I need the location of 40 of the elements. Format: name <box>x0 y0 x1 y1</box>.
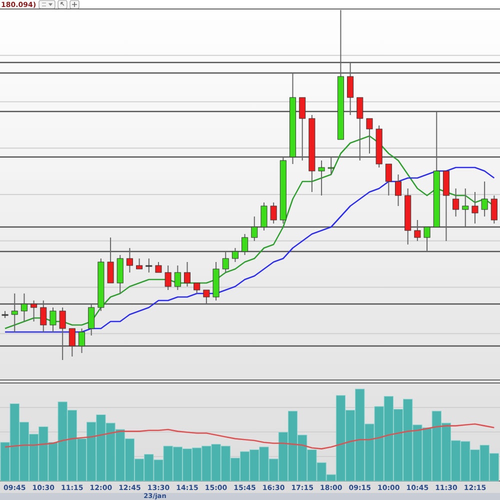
candlestick <box>328 156 334 175</box>
candlestick <box>164 265 172 290</box>
candlestick <box>242 234 248 256</box>
candlestick <box>347 62 354 116</box>
candlestick <box>88 304 95 336</box>
candlestick <box>251 216 258 242</box>
candlestick <box>136 258 143 270</box>
candlestick <box>318 160 325 196</box>
candlestick <box>78 328 86 354</box>
candlestick <box>155 262 162 273</box>
candlestick <box>59 307 66 360</box>
candlestick <box>232 248 238 262</box>
candlestick <box>107 237 114 284</box>
candlestick <box>184 262 191 287</box>
candlestick <box>395 174 402 206</box>
candlestick <box>146 258 152 273</box>
candlestick <box>490 195 498 224</box>
candlestick <box>260 202 268 231</box>
candlestick <box>30 300 38 322</box>
candlestick <box>481 181 488 217</box>
candlestick <box>472 192 478 224</box>
candlestick <box>385 164 392 196</box>
candlestick <box>126 248 133 273</box>
candlestick <box>203 290 210 304</box>
candlestick <box>194 282 200 294</box>
candlestick <box>452 188 460 217</box>
candlestick <box>20 293 28 322</box>
candlestick <box>462 188 469 228</box>
candlestick <box>174 265 181 290</box>
candlestick <box>356 97 364 161</box>
candlestick <box>424 226 430 252</box>
candlestick <box>11 293 18 332</box>
candlestick <box>299 97 306 161</box>
candlestick <box>68 328 76 357</box>
candlestick <box>40 300 47 332</box>
candlestick <box>366 118 373 154</box>
candlestick <box>414 220 421 242</box>
candlestick <box>270 202 277 224</box>
candlestick <box>222 251 229 273</box>
candlestick <box>50 307 56 332</box>
